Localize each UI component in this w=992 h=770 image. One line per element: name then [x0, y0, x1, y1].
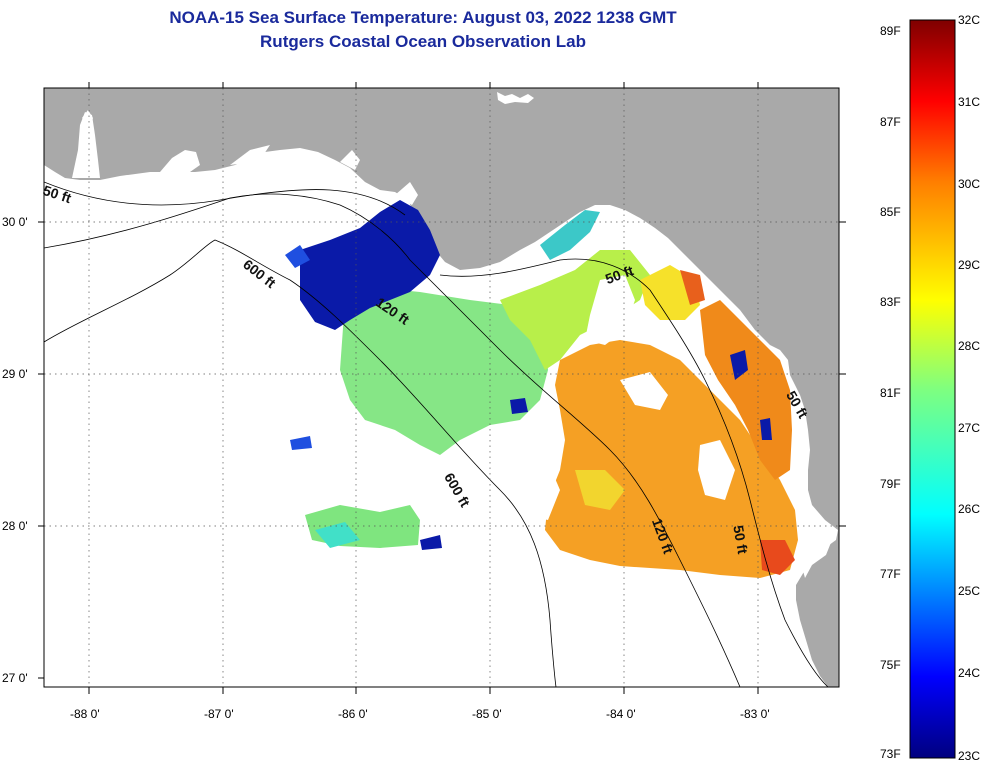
colorbar-f-label: 73F — [880, 747, 901, 761]
colorbar-f-label: 77F — [880, 567, 901, 581]
apalachicola-bay — [395, 182, 418, 205]
sst-patch-red — [760, 540, 795, 575]
map-title: NOAA-15 Sea Surface Temperature: August … — [169, 8, 677, 27]
axis-ticks — [38, 82, 846, 694]
sst-patch-dark-blue — [300, 200, 440, 330]
sst-speck-blue — [290, 436, 312, 450]
colorbar-c-label: 28C — [958, 339, 981, 353]
sst-speck-blue — [760, 418, 772, 440]
colorbar-f-label: 83F — [880, 295, 901, 309]
tampa-bay — [800, 535, 832, 578]
lon-tick-label: -84 0' — [606, 707, 636, 721]
sst-patch-green-south — [305, 505, 420, 548]
pensacola-bay — [160, 150, 200, 172]
land-mass — [44, 88, 839, 687]
sst-speck-blue — [730, 350, 748, 380]
map-frame — [43, 87, 840, 688]
colorbar-c-label: 26C — [958, 502, 981, 516]
sst-patch-green-west — [340, 288, 548, 455]
colorbar-c-label: 29C — [958, 258, 981, 272]
sst-patch-orange — [545, 340, 798, 578]
colorbar-c-label: 27C — [958, 421, 981, 435]
colorbar-f-label: 85F — [880, 205, 901, 219]
contour-600ft — [44, 239, 557, 687]
sst-data-layer — [285, 200, 798, 578]
colorbar-c-label: 23C — [958, 749, 981, 763]
lon-tick-label: -85 0' — [472, 707, 502, 721]
graticule — [44, 88, 839, 687]
contour-120ft — [44, 193, 741, 687]
colorbar-c-label: 25C — [958, 584, 981, 598]
contour-50ft-east — [439, 258, 829, 687]
colorbar-f-label: 87F — [880, 115, 901, 129]
lon-tick-label: -87 0' — [204, 707, 234, 721]
colorbar-c-label: 30C — [958, 177, 981, 191]
lon-tick-label: -86 0' — [338, 707, 368, 721]
map-subtitle: Rutgers Coastal Ocean Observation Lab — [260, 32, 586, 51]
sst-patch-red-north — [680, 270, 705, 305]
cloud-gap — [698, 440, 735, 500]
sst-patch-cyan — [315, 522, 360, 548]
lat-tick-label: 30 0' — [2, 215, 28, 229]
cloud-gap — [515, 455, 560, 520]
choctaw-bay — [230, 145, 270, 165]
sst-patch-blue — [285, 245, 310, 268]
colorbar-c-label: 32C — [958, 13, 981, 27]
colorbar-f-label: 81F — [880, 386, 901, 400]
sst-patch-cyan-coast — [540, 210, 600, 260]
mobile-bay-north — [82, 110, 93, 128]
colorbar-c-label: 24C — [958, 666, 981, 680]
cloud-gap — [620, 372, 668, 410]
mobile-bay — [72, 112, 100, 178]
lon-tick-label: -88 0' — [70, 707, 100, 721]
sst-speck-blue — [510, 398, 528, 414]
sst-patch-yellow-south — [575, 470, 625, 510]
colorbar — [909, 19, 956, 759]
lat-tick-label: 28 0' — [2, 519, 28, 533]
lat-tick-label: 27 0' — [2, 671, 28, 685]
sst-speck-blue — [420, 535, 442, 550]
st-andrews-bay — [340, 150, 360, 170]
colorbar-f-label: 75F — [880, 658, 901, 672]
colorbar-c-label: 31C — [958, 95, 981, 109]
lon-tick-label: -83 0' — [740, 707, 770, 721]
colorbar-f-label: 79F — [880, 477, 901, 491]
lat-tick-label: 29 0' — [2, 367, 28, 381]
colorbar-f-label: 89F — [880, 24, 901, 38]
cloud-gap — [585, 275, 635, 345]
depth-contours — [44, 181, 829, 687]
inland-lake — [497, 92, 534, 104]
